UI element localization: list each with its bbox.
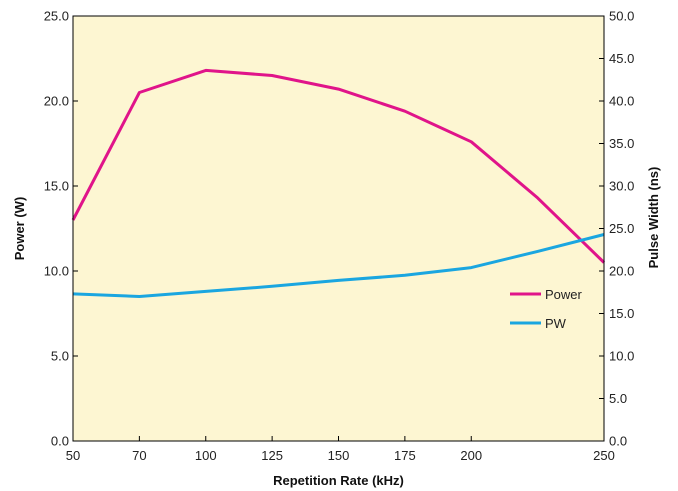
x-tick-label: 125	[261, 448, 283, 463]
legend: Power PW	[510, 287, 583, 331]
y2-tick-label: 0.0	[609, 434, 627, 449]
x-tick-label: 70	[132, 448, 146, 463]
x-tick-label: 200	[460, 448, 482, 463]
legend-label: Power	[545, 287, 583, 302]
x-tick-label: 150	[328, 448, 350, 463]
y2-tick-label: 45.0	[609, 51, 634, 66]
series-line-pw	[72, 233, 605, 298]
y-tick-label: 0.0	[51, 434, 69, 449]
y2-tick-label: 35.0	[609, 136, 634, 151]
y2-axis-title: Pulse Width (ns)	[646, 167, 661, 269]
series-line-power	[71, 68, 606, 264]
x-tick-label: 50	[66, 448, 80, 463]
y2-tick-label: 30.0	[609, 179, 634, 194]
x-tick-label: 175	[394, 448, 416, 463]
y2-tick-label: 15.0	[609, 306, 634, 321]
series-layer	[71, 68, 606, 298]
y-tick-label: 20.0	[44, 94, 69, 109]
y2-tick-label: 40.0	[609, 94, 634, 109]
y-tick-label: 5.0	[51, 349, 69, 364]
y2-tick-label: 50.0	[609, 9, 634, 24]
x-tick-label: 250	[593, 448, 615, 463]
y-tick-label: 25.0	[44, 9, 69, 24]
x-tick-label: 100	[195, 448, 217, 463]
x-axis-title: Repetition Rate (kHz)	[273, 473, 404, 488]
legend-label: PW	[545, 316, 567, 331]
y-axis-title: Power (W)	[12, 197, 27, 261]
y-tick-label: 10.0	[44, 264, 69, 279]
y2-tick-label: 5.0	[609, 391, 627, 406]
ticks-layer: 0.0 5.0 10.0 15.0 20.0 25.0 0.0 5.0 10.0 15.0 20.0…	[44, 9, 635, 464]
y2-tick-label: 20.0	[609, 264, 634, 279]
y2-tick-label: 25.0	[609, 221, 634, 236]
y-tick-label: 15.0	[44, 179, 69, 194]
y2-tick-label: 10.0	[609, 349, 634, 364]
plot-background	[73, 16, 604, 441]
